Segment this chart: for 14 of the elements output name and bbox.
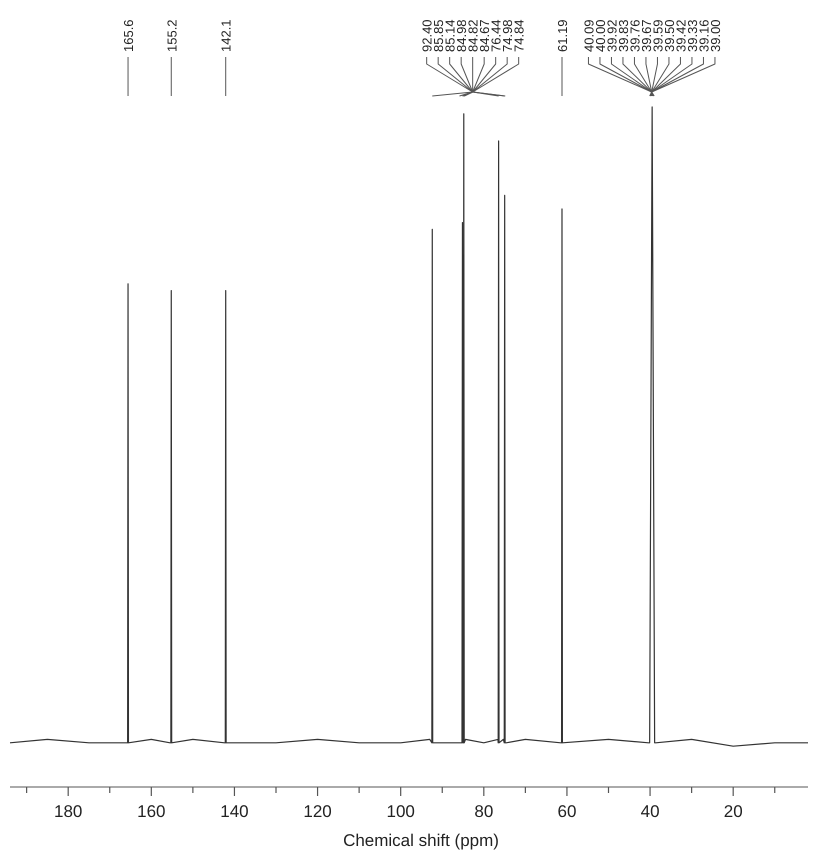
x-tick-label: 40 [640,802,660,821]
x-tick-label: 160 [137,802,166,821]
x-tick-label: 80 [474,802,494,821]
x-tick-label: 20 [724,802,743,821]
annotation: 165.6 [121,19,136,52]
x-axis-title: Chemical shift (ppm) [343,831,499,850]
x-tick-label: 120 [303,802,332,821]
x-tick-label: 140 [220,802,249,821]
annotation: 142.1 [218,19,234,52]
x-tick-label: 100 [386,802,415,821]
annotation: 61.19 [554,19,570,52]
x-tick-label: 180 [54,802,82,821]
annotation: 155.2 [164,19,180,52]
x-tick-label: 60 [557,802,576,821]
